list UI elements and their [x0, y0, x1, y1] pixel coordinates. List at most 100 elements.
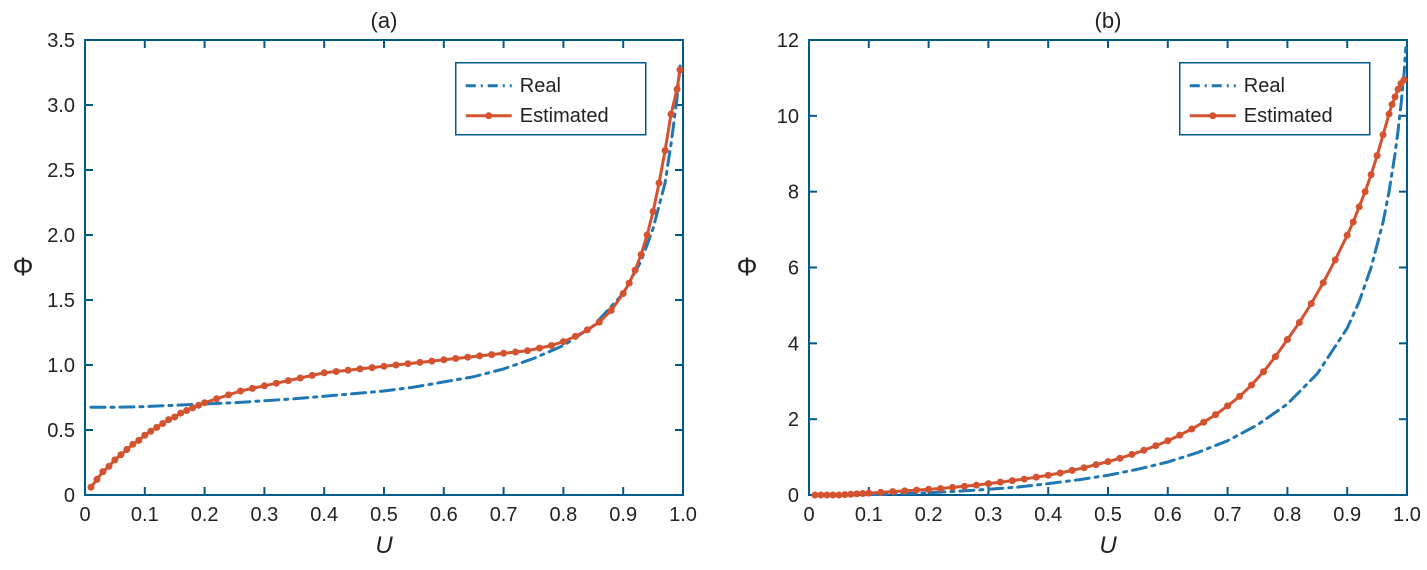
series-marker-estimated [973, 482, 980, 489]
x-tick-label: 0.5 [370, 504, 398, 526]
series-marker-estimated [889, 488, 896, 495]
series-marker-estimated [440, 356, 447, 363]
series-marker-estimated [847, 491, 854, 498]
y-tick-label: 3.5 [47, 30, 75, 52]
series-marker-estimated [105, 463, 112, 470]
series-marker-estimated [626, 280, 633, 287]
series-marker-estimated [1093, 461, 1100, 468]
x-tick-label: 0 [79, 504, 90, 526]
series-marker-estimated [428, 358, 435, 365]
series-marker-estimated [1033, 474, 1040, 481]
series-marker-estimated [165, 416, 172, 423]
series-marker-estimated [841, 491, 848, 498]
series-marker-estimated [668, 111, 675, 118]
legend-label: Estimated [1244, 105, 1333, 127]
series-marker-estimated [1081, 464, 1088, 471]
series-marker-estimated [1380, 131, 1387, 138]
series-marker-estimated [1116, 455, 1123, 462]
y-tick-label: 2.0 [47, 225, 75, 247]
series-marker-estimated [1009, 477, 1016, 484]
series-marker-estimated [1105, 458, 1112, 465]
series-marker-estimated [153, 424, 160, 431]
series-marker-estimated [201, 399, 208, 406]
series-marker-estimated [404, 360, 411, 367]
series-marker-estimated [524, 347, 531, 354]
series-marker-estimated [1248, 382, 1255, 389]
series-marker-estimated [1128, 451, 1135, 458]
series-marker-estimated [111, 456, 118, 463]
series-marker-estimated [1057, 470, 1064, 477]
series-marker-estimated [1140, 447, 1147, 454]
series-marker-estimated [674, 86, 681, 93]
series-marker-estimated [1152, 442, 1159, 449]
series-marker-estimated [1332, 256, 1339, 263]
series-marker-estimated [1386, 110, 1393, 117]
x-tick-label: 0.7 [1214, 504, 1242, 526]
series-marker-estimated [171, 414, 178, 421]
series-marker-estimated [183, 407, 190, 414]
series-marker-estimated [1176, 432, 1183, 439]
y-tick-label: 4 [788, 333, 799, 355]
x-tick-label: 0.3 [974, 504, 1002, 526]
series-marker-estimated [1392, 93, 1399, 100]
y-tick-label: 2 [788, 409, 799, 431]
series-marker-estimated [1272, 353, 1279, 360]
x-tick-label: 0.3 [250, 504, 278, 526]
series-marker-estimated [1401, 76, 1408, 83]
series-marker-estimated [1212, 411, 1219, 418]
y-tick-label: 0 [788, 485, 799, 507]
x-tick-label: 0 [803, 504, 814, 526]
x-tick-label: 0.2 [191, 504, 219, 526]
series-marker-estimated [650, 208, 657, 215]
series-marker-estimated [677, 66, 684, 73]
x-tick-label: 0.9 [1333, 504, 1361, 526]
series-marker-estimated [1368, 171, 1375, 178]
series-marker-estimated [87, 484, 94, 491]
series-marker-estimated [536, 345, 543, 352]
series-marker-estimated [937, 485, 944, 492]
chart-panel-a: 00.10.20.30.40.50.60.70.80.91.000.51.01.… [0, 0, 703, 570]
series-marker-estimated [817, 492, 824, 499]
series-marker-estimated [835, 492, 842, 499]
series-marker-estimated [925, 486, 932, 493]
series-marker-estimated [608, 307, 615, 314]
series-marker-estimated [1045, 472, 1052, 479]
y-tick-label: 0 [64, 485, 75, 507]
legend-label: Estimated [520, 105, 609, 127]
series-marker-estimated [548, 342, 555, 349]
y-tick-label: 6 [788, 258, 799, 280]
x-tick-label: 0.8 [549, 504, 577, 526]
x-axis-label: U [1099, 532, 1117, 559]
x-tick-label: 0.1 [131, 504, 159, 526]
series-marker-estimated [1284, 336, 1291, 343]
series-marker-estimated [141, 432, 148, 439]
y-tick-label: 8 [788, 182, 799, 204]
series-marker-estimated [309, 372, 316, 379]
series-marker-estimated [135, 437, 142, 444]
series-marker-estimated [865, 490, 872, 497]
series-marker-estimated [488, 351, 495, 358]
legend-label: Real [1244, 75, 1285, 97]
series-marker-estimated [345, 367, 352, 374]
series-marker-estimated [261, 382, 268, 389]
series-marker-estimated [811, 492, 818, 499]
series-marker-estimated [117, 451, 124, 458]
panel-title: (b) [1095, 8, 1122, 33]
series-marker-estimated [620, 290, 627, 297]
series-marker-estimated [596, 319, 603, 326]
x-tick-label: 0.1 [855, 504, 883, 526]
series-marker-estimated [1236, 393, 1243, 400]
x-tick-label: 0.4 [310, 504, 338, 526]
series-marker-estimated [1350, 219, 1357, 226]
series-marker-estimated [1021, 476, 1028, 483]
y-axis-label: Φ [737, 252, 758, 282]
y-tick-label: 0.5 [47, 420, 75, 442]
series-marker-estimated [985, 480, 992, 487]
y-tick-label: 12 [777, 30, 799, 52]
series-marker-estimated [949, 484, 956, 491]
panel-title: (a) [371, 8, 398, 33]
series-marker-estimated [961, 483, 968, 490]
series-marker-estimated [997, 479, 1004, 486]
figure-container: 00.10.20.30.40.50.60.70.80.91.000.51.01.… [0, 0, 1427, 570]
series-marker-estimated [297, 375, 304, 382]
